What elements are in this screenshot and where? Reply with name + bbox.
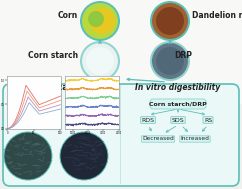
Text: Corn starch: Corn starch: [28, 51, 78, 60]
Text: RDS: RDS: [142, 118, 154, 122]
Text: SDS: SDS: [172, 118, 184, 122]
Circle shape: [150, 1, 190, 41]
Text: Increased: Increased: [181, 136, 209, 142]
Circle shape: [156, 47, 184, 75]
Circle shape: [89, 8, 115, 34]
FancyBboxPatch shape: [150, 99, 206, 109]
Circle shape: [60, 132, 108, 180]
Text: Corn: Corn: [58, 12, 78, 20]
Text: In vitro digestibility: In vitro digestibility: [135, 83, 221, 92]
Circle shape: [82, 3, 118, 39]
FancyBboxPatch shape: [0, 0, 242, 104]
Circle shape: [152, 43, 188, 79]
Circle shape: [156, 7, 184, 35]
Circle shape: [80, 1, 120, 41]
Text: Gelatinization: Gelatinization: [25, 83, 85, 92]
Text: DRP: DRP: [174, 51, 192, 60]
Text: Decreased: Decreased: [142, 136, 174, 142]
FancyBboxPatch shape: [3, 84, 239, 186]
Text: Dandelion root: Dandelion root: [192, 12, 242, 20]
Circle shape: [88, 11, 104, 27]
Circle shape: [80, 41, 120, 81]
Circle shape: [82, 43, 118, 79]
Circle shape: [86, 47, 114, 75]
Circle shape: [152, 3, 188, 39]
Text: RS: RS: [204, 118, 212, 122]
Circle shape: [150, 41, 190, 81]
Text: Corn starch/DRP: Corn starch/DRP: [149, 101, 207, 106]
Circle shape: [4, 132, 52, 180]
